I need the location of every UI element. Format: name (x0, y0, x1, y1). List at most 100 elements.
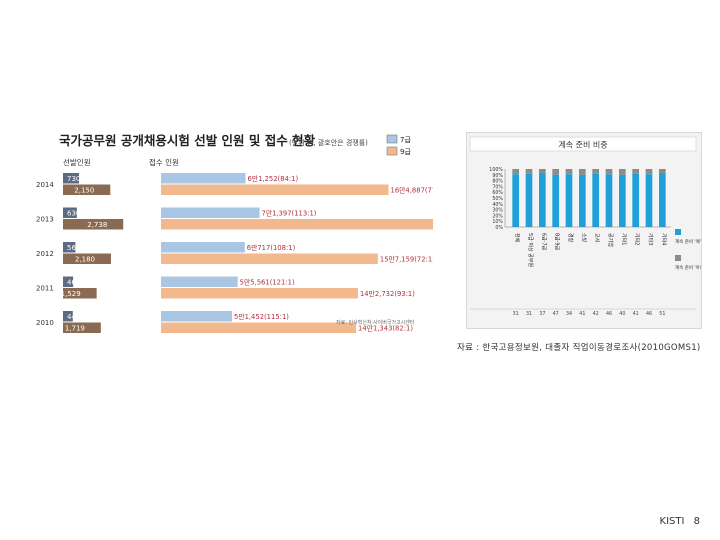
count-label: 51 (659, 311, 665, 317)
y-tick-label: 20% (492, 213, 503, 219)
label-applicants-7: 7만1,397(113:1) (262, 209, 317, 218)
y-tick-label: 0% (495, 225, 503, 231)
page-footer: KISTI 8 (654, 516, 700, 527)
y-tick-label: 30% (492, 208, 503, 214)
bar-segment-yes (565, 174, 573, 227)
y-tick-label: 90% (492, 173, 503, 179)
continue-prep-chart: 계속 준비 비중 100% 90% 80% 70% 60% 50% 40% 30% 20% 10% 0… (466, 132, 709, 329)
header-selected: 선발인원 (63, 157, 91, 167)
year-label: 2011 (36, 285, 54, 293)
legend-label-no: 계속 준비 '아니오' (675, 264, 701, 271)
category-label: 소방 (580, 233, 587, 243)
bar-segment-yes (645, 174, 653, 227)
label-selected-9: 2,150 (74, 187, 94, 195)
bar-segment-no (579, 169, 586, 175)
count-label: 46 (646, 311, 652, 317)
continue-prep-chart-svg: 계속 준비 비중 100%90%80%70%60%50%40%30%20%10%0… (469, 136, 709, 317)
label-selected-9: 2,738 (87, 221, 107, 229)
footer-org: KISTI (659, 516, 685, 527)
label-selected-7: 461 (67, 279, 80, 287)
label-applicants-7: 5만5,561(121:1) (240, 278, 295, 287)
count-label: 41 (579, 311, 585, 317)
bar-applicants-7 (161, 173, 246, 184)
bar-segment-yes (619, 174, 626, 227)
bar-segment-yes (659, 173, 666, 227)
label-applicants-9: 16만4,887(77:1) (391, 186, 433, 195)
label-selected-9: 2,180 (75, 256, 95, 264)
count-label: 31 (526, 311, 532, 317)
y-tick-label: 80% (492, 179, 503, 185)
bar-segment-no (552, 169, 559, 175)
category-label: 8급·9급 (554, 233, 560, 251)
bar-segment-no (632, 169, 639, 174)
count-label: 37 (539, 311, 545, 317)
source-note: 자료: 인사혁신처·사이버국가고시센터 (336, 319, 414, 326)
bar-segment-yes (525, 173, 533, 227)
category-label: 전체 (514, 233, 521, 243)
y-tick-label: 60% (492, 190, 503, 196)
category-label: 기타2 (634, 233, 641, 245)
legend-swatch-no (675, 255, 681, 261)
bar-segment-yes (592, 173, 599, 227)
y-tick-label: 70% (492, 184, 503, 190)
category-label: 교사 (594, 233, 601, 243)
label-selected-7: 561 (67, 244, 80, 252)
bar-applicants-9 (161, 184, 389, 195)
category-label: 기타1 (620, 233, 627, 245)
y-tick-label: 100% (489, 167, 503, 173)
y-tick-label: 10% (492, 219, 503, 225)
count-label: 40 (619, 311, 625, 317)
category-label: 6급·7급 (540, 233, 546, 251)
category-label: 5급 이상 공무원 (527, 233, 534, 267)
bar-segment-yes (552, 174, 559, 227)
label-applicants-9: 14만2,732(93:1) (360, 289, 415, 298)
bar-segment-no (565, 169, 573, 175)
source-caption: 자료 : 한국고용정보원, 대졸자 직업이동경로조사(2010GOMS1) (457, 343, 701, 353)
bar-segment-no (605, 169, 613, 175)
chart-title: 계속 준비 비중 (558, 140, 607, 150)
recruitment-chart: 국가공무원 공개채용시험 선발 인원 및 접수 현황 (단위:명, 괄호안은 경쟁… (33, 127, 501, 340)
year-label: 2014 (36, 181, 54, 189)
label-selected-7: 630 (67, 210, 80, 218)
y-tick-label: 50% (492, 196, 503, 202)
bar-segment-no (659, 169, 666, 174)
bar-segment-no (539, 169, 546, 174)
bar-selected-7 (63, 173, 80, 184)
bar-segment-yes (512, 174, 519, 227)
legend-swatch-9 (386, 146, 398, 156)
recruitment-chart-svg: 국가공무원 공개채용시험 선발 인원 및 접수 현황(단위:명, 괄호안은 경쟁… (36, 133, 501, 333)
bar-selected-9 (63, 184, 111, 195)
bar-applicants-9 (161, 288, 358, 299)
category-label: 기타4 (660, 233, 667, 245)
label-applicants-7: 6만717(108:1) (247, 243, 296, 252)
title-box (469, 136, 697, 152)
label-applicants-9: 15만7,159(72:1) (380, 255, 433, 264)
category-label: 기타3 (647, 233, 654, 245)
bar-applicants-7 (161, 311, 233, 322)
bar-selected-7 (63, 242, 76, 253)
count-label: 47 (553, 311, 559, 317)
label-applicants-9: 14만1,343(82:1) (358, 324, 413, 333)
bar-segment-yes (579, 174, 586, 227)
y-tick-label: 40% (492, 202, 503, 208)
bar-selected-7 (63, 207, 77, 218)
page-number: 8 (693, 516, 700, 527)
year-label: 2010 (36, 319, 54, 327)
bar-applicants-7 (161, 207, 260, 218)
label-selected-7: 730 (67, 175, 80, 183)
bar-selected-9 (63, 322, 101, 333)
bar-applicants-9 (161, 219, 444, 230)
bar-applicants-7 (161, 276, 238, 287)
count-label: 41 (633, 311, 639, 317)
bar-segment-yes (605, 174, 613, 227)
legend-label-9: 9급 (400, 148, 411, 156)
header-applicants: 접수 인원 (149, 157, 179, 167)
bar-selected-7 (63, 276, 74, 287)
legend-label-yes: 계속 준비 '예' (675, 238, 701, 245)
label-selected-7: 446 (67, 313, 81, 321)
year-label: 2013 (36, 216, 54, 224)
label-selected-9: 1,529 (61, 290, 81, 298)
legend-swatch-7 (386, 134, 398, 144)
year-label: 2012 (36, 250, 54, 258)
bar-segment-no (645, 169, 653, 175)
